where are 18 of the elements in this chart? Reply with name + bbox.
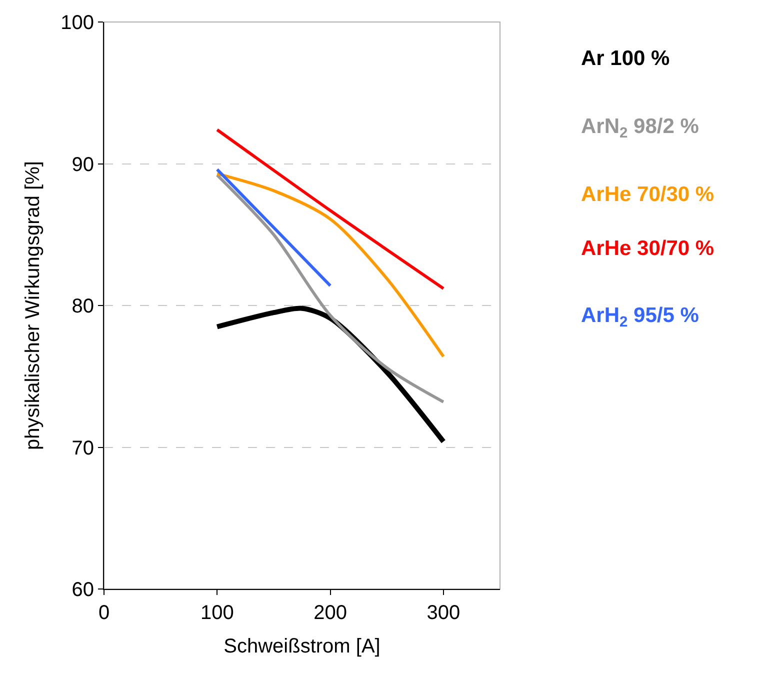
x-tick-label: 0 — [98, 602, 110, 624]
text: ArHe 70/30 % — [581, 183, 714, 206]
text: ArN$_{2}$ 98/2 % — [581, 115, 700, 142]
y-axis-title: physikalischer Wirkungsgrad [%] — [22, 161, 44, 450]
y-tick-label: 90 — [72, 154, 94, 176]
line-series — [216, 172, 445, 358]
y-tick-label: 70 — [72, 437, 94, 460]
y-tick-label: 80 — [72, 296, 94, 318]
x-tick-label: 200 — [314, 602, 347, 624]
x-axis-title: Schweißstrom [A] — [224, 636, 380, 658]
y-tick-label: 60 — [72, 579, 94, 601]
x-tick-label: 300 — [426, 602, 460, 624]
y-tick-label: 100 — [60, 12, 94, 34]
text: ArH$_{2}$ 95/5 % — [581, 304, 700, 330]
line-series — [216, 174, 445, 404]
x-tick-label: 100 — [200, 602, 234, 624]
text: ArHe 30/70 % — [581, 237, 714, 260]
text: Ar 100 % — [581, 47, 670, 70]
